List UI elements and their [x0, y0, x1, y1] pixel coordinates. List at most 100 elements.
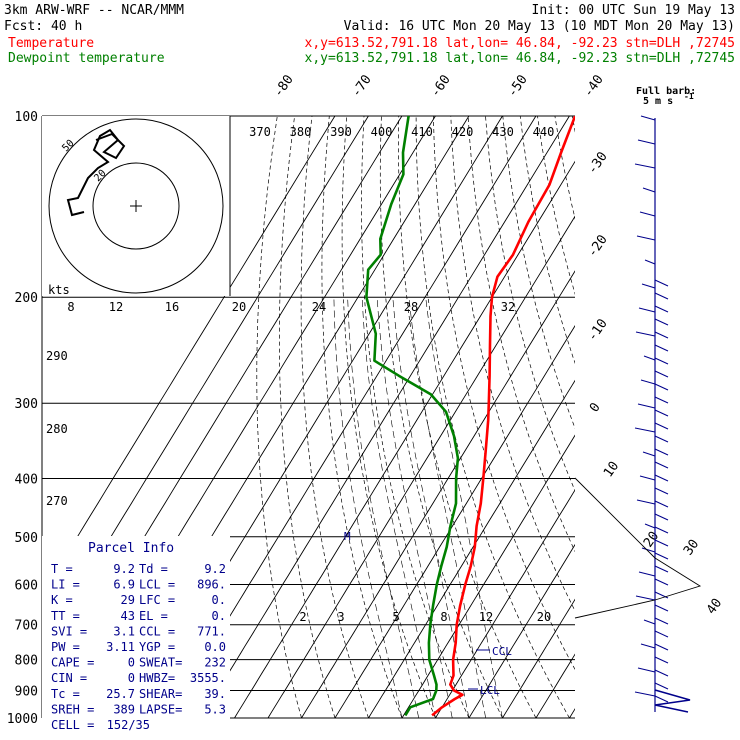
isotherm-tick-label: -70 — [349, 72, 375, 100]
parcel-row-value-2: 5.3 — [204, 702, 226, 716]
parcel-row-value-2: 896. — [197, 578, 226, 592]
dry-adiabat-line — [537, 116, 575, 295]
theta-label: 290 — [46, 349, 68, 363]
wind-barb — [654, 292, 669, 300]
isotherm-line — [535, 653, 575, 718]
hodograph-speed-label: 32 — [501, 300, 515, 314]
hodograph-speed-label: 28 — [404, 300, 418, 314]
barb-legend-value: 5 m s — [643, 96, 673, 107]
theta-e-label: 370 — [249, 125, 271, 139]
wind-barb — [642, 187, 656, 193]
wind-barb — [634, 427, 656, 433]
parcel-row-label: PW = — [51, 640, 80, 654]
dewpoint-trace — [365, 116, 460, 717]
parcel-row-label-2: SWEAT= — [139, 656, 182, 670]
pressure-tick-label: 400 — [15, 472, 38, 487]
wind-barb — [654, 370, 669, 378]
isotherm-line — [234, 160, 575, 718]
wind-barb — [638, 571, 656, 577]
wind-barb — [636, 499, 656, 505]
hodograph-ring-outer — [48, 118, 224, 294]
theta-e-label: 410 — [411, 125, 433, 139]
parcel-row-value-2: 0. — [212, 593, 226, 607]
wind-barb — [654, 409, 669, 417]
parcel-row-label: CELL = — [51, 718, 94, 732]
isotherm-tick-label: 40 — [704, 596, 725, 617]
theta-label: 280 — [46, 422, 68, 436]
parcel-row-label-2: EL = — [139, 609, 168, 623]
theta-e-label: 390 — [330, 125, 352, 139]
wind-barb — [654, 695, 669, 703]
wind-barb — [637, 403, 656, 409]
pressure-tick-label: 800 — [15, 654, 38, 669]
theta-e-label: 420 — [452, 125, 474, 139]
wind-barb — [654, 552, 669, 560]
hodograph-unit-label: kts — [48, 283, 70, 297]
moist-adiabat-line — [392, 297, 470, 718]
wind-barb — [654, 344, 669, 352]
dry-adiabat-line — [361, 116, 470, 718]
dry-adiabat-line — [571, 116, 575, 133]
dry-adiabat-line — [624, 116, 740, 718]
parcel-row-label-2: LFC = — [139, 593, 175, 607]
parcel-row-label: CIN = — [51, 671, 87, 685]
wind-barb — [654, 656, 669, 664]
barb-legend-exponent: -1 — [684, 92, 694, 101]
wind-barb — [654, 448, 669, 456]
parcel-row-value: 29 — [121, 593, 135, 607]
isotherm-line — [435, 489, 575, 718]
dry-adiabat-line — [433, 116, 575, 671]
dry-adiabat-line — [502, 116, 575, 430]
dry-adiabat-line — [554, 116, 575, 220]
mixing-ratio-label: 8 — [440, 610, 447, 624]
isotherm-tick-label: 20 — [641, 529, 662, 550]
wind-barb — [654, 526, 669, 534]
pressure-tick-label: 200 — [15, 291, 38, 306]
isotherm-tick-label: -50 — [505, 72, 531, 100]
wind-barb — [654, 318, 669, 326]
hodograph-speed-label: 12 — [109, 300, 123, 314]
m-marker: M — [344, 530, 351, 543]
wind-barb — [638, 307, 656, 313]
pressure-tick-label: 100 — [15, 110, 38, 125]
wind-barb — [654, 331, 669, 339]
parcel-row-label-2: SHEAR= — [139, 687, 182, 701]
barb-legend-title: Full barb: — [636, 86, 696, 97]
forecast-hour: Fcst: 40 h — [4, 19, 82, 34]
mixing-ratio-label: 5 — [392, 610, 399, 624]
parcel-info-background — [42, 536, 230, 721]
barb-frame-lines — [574, 477, 702, 619]
wind-barb — [654, 513, 669, 521]
parcel-row-value: 6.9 — [113, 578, 135, 592]
wind-barb — [654, 500, 669, 508]
isotherm-tick-label: 0 — [587, 400, 604, 415]
pressure-tick-label: 500 — [15, 531, 38, 546]
pressure-tick-label: 1000 — [7, 712, 38, 727]
wind-barb — [654, 461, 669, 469]
isotherm-line — [401, 434, 575, 718]
wind-barb — [643, 619, 656, 625]
hodograph-speed-label: 20 — [232, 300, 246, 314]
wind-barb — [654, 357, 669, 365]
parcel-row-label-2: YGP = — [139, 640, 175, 654]
parcel-row-label: T = — [51, 562, 73, 576]
dewpoint-legend-info: x,y=613.52,791.18 lat,lon= 46.84, -92.23… — [305, 51, 735, 66]
header: 3km ARW-WRF -- NCAR/MMM Init: 00 UTC Sun… — [4, 3, 735, 66]
wind-barb — [642, 451, 656, 457]
temperature-legend-info: x,y=613.52,791.18 lat,lon= 46.84, -92.23… — [305, 36, 735, 51]
dry-adiabat-line — [519, 116, 575, 364]
parcel-row-value: 3.1 — [113, 624, 135, 638]
dry-adiabat-line — [379, 116, 503, 718]
wind-barb — [654, 604, 669, 612]
wind-barb — [639, 211, 656, 217]
pressure-tick-label: 900 — [15, 684, 38, 699]
moist-adiabat-line — [361, 297, 436, 718]
wind-barb — [637, 139, 656, 145]
hodograph-speed-label: 24 — [312, 300, 326, 314]
parcel-row-value-2: 232 — [204, 656, 226, 670]
theta-e-label: 380 — [290, 125, 312, 139]
isotherm-line — [334, 324, 575, 718]
mixing-ratio-label: 20 — [537, 610, 551, 624]
wind-barb — [654, 591, 669, 599]
